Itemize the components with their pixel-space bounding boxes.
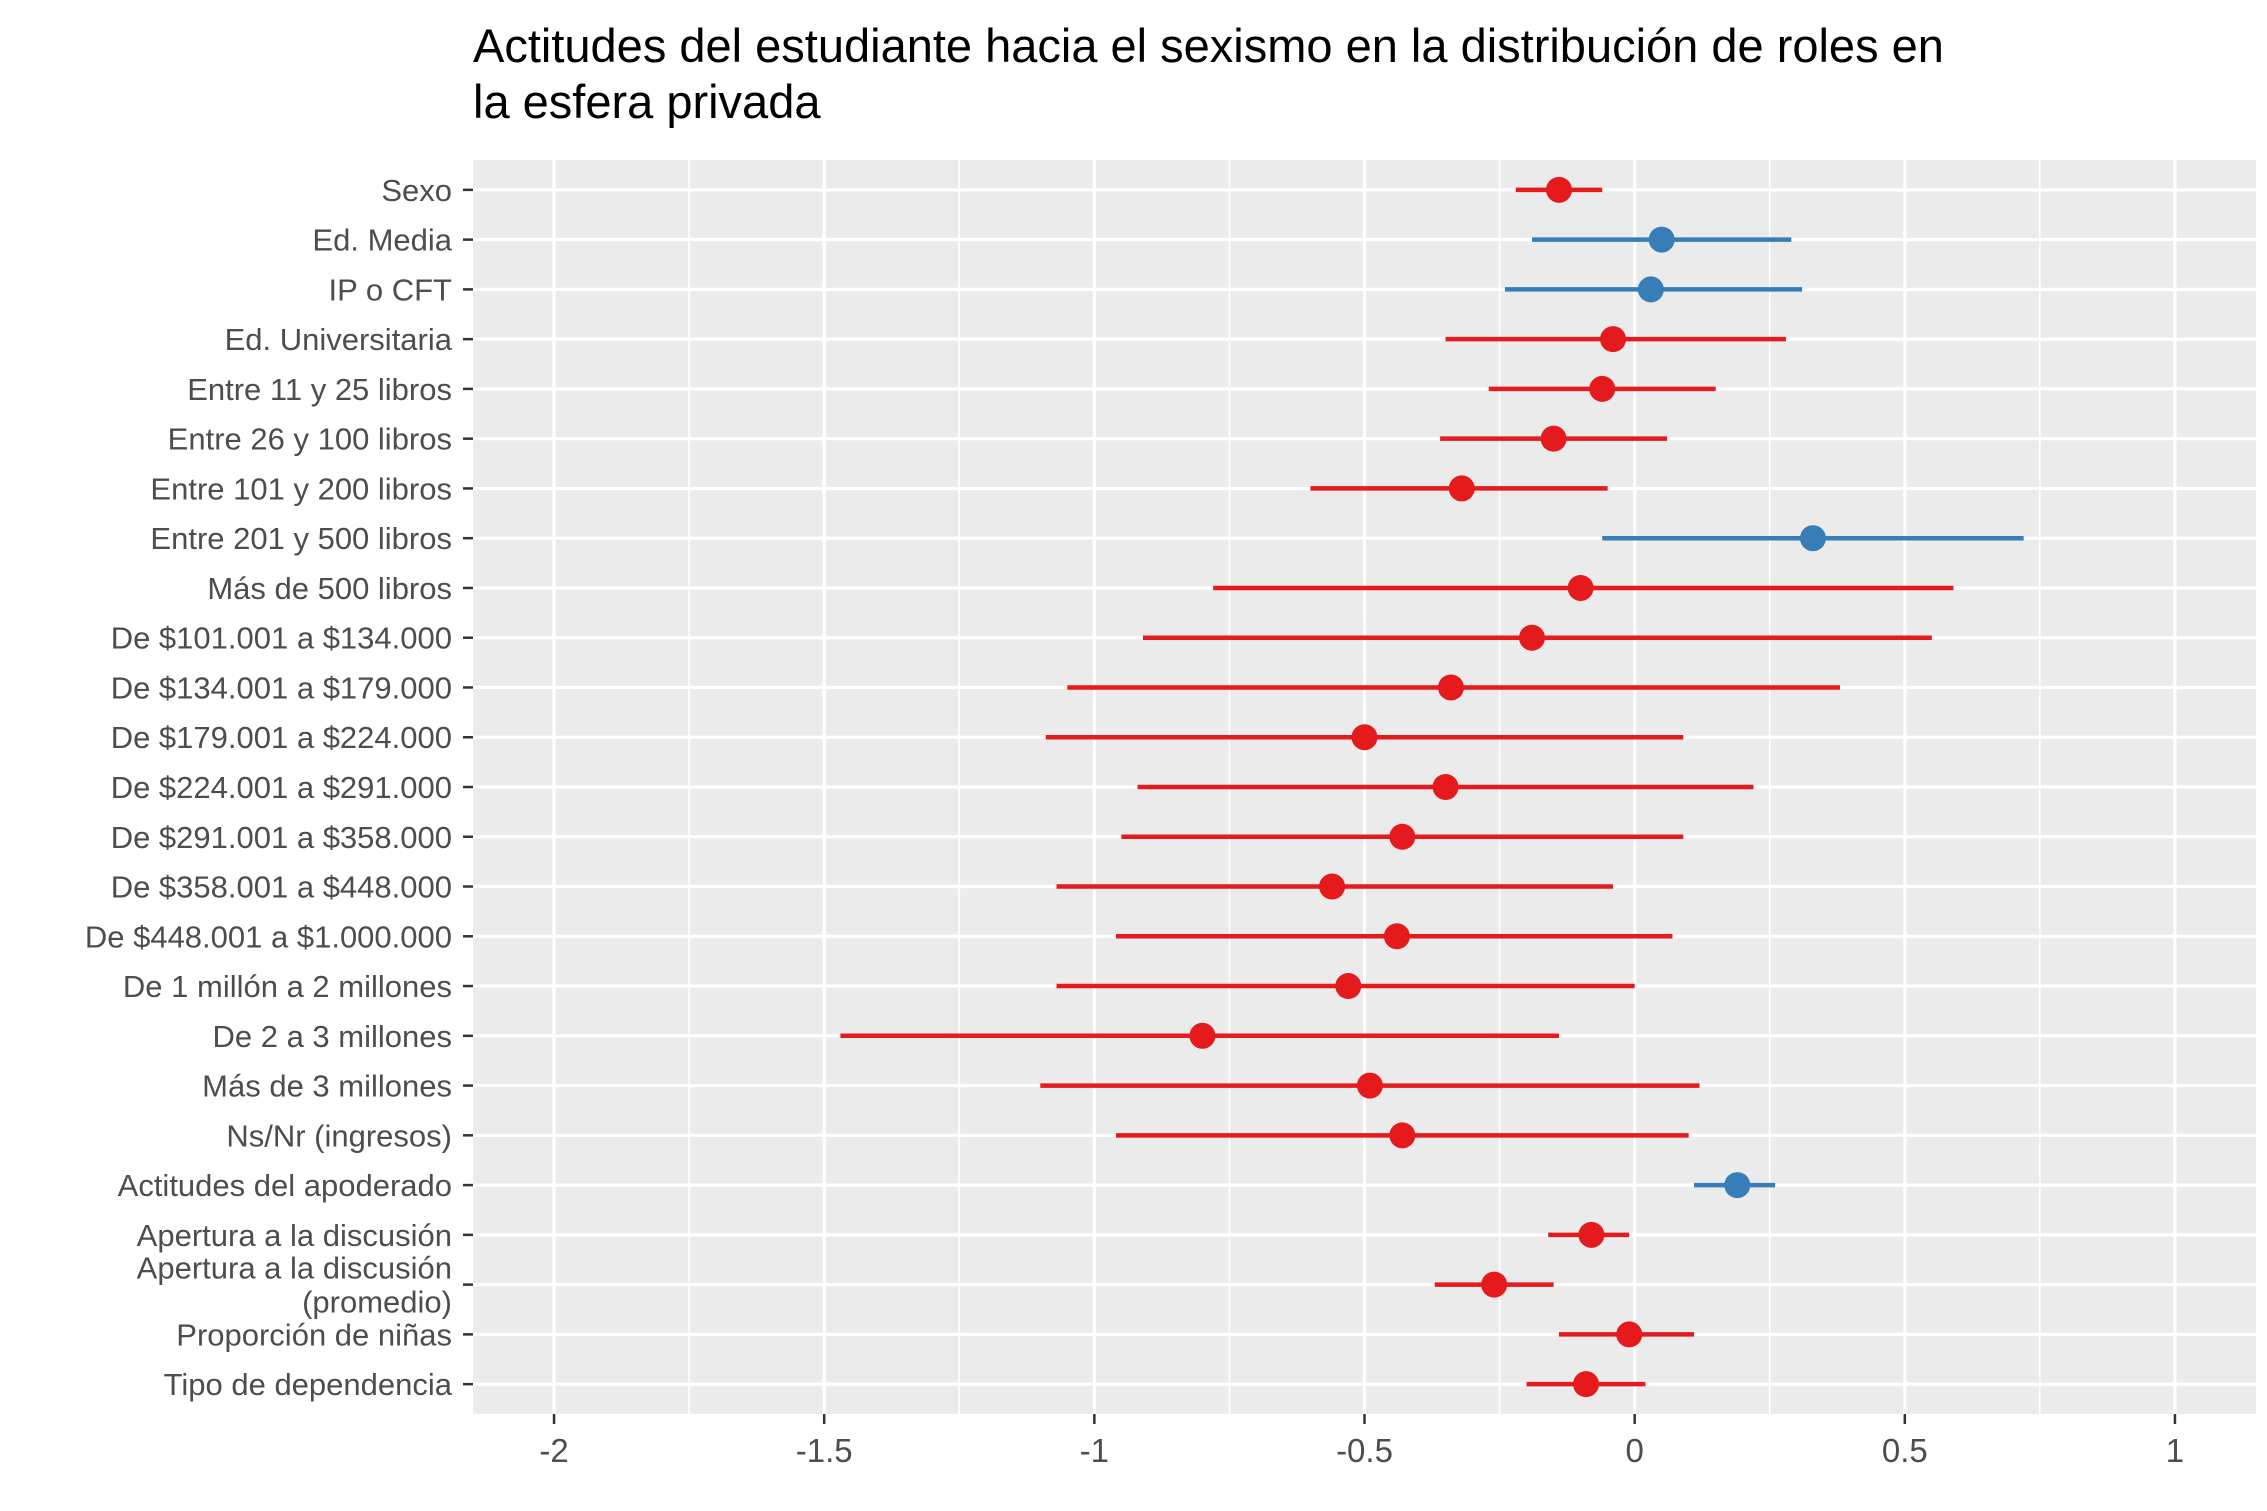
y-tick-label: De $101.001 a $134.000 — [111, 621, 452, 656]
y-tick-label: IP o CFT — [329, 272, 453, 307]
y-axis: Sexo Ed. Media IP o CFT Ed. Universitaria En… — [85, 173, 473, 1402]
y-tick-label: Apertura a la discusión — [137, 1218, 452, 1253]
y-tick-label: De $224.001 a $291.000 — [111, 770, 452, 805]
x-tick-label: 0.5 — [1882, 1432, 1928, 1469]
y-tick-label: Proporción de niñas — [176, 1317, 452, 1352]
estimate-point — [1799, 525, 1826, 552]
y-tick-label: De $291.001 a $358.000 — [111, 820, 452, 855]
estimate-point — [1389, 823, 1416, 850]
y-tick-label: De $134.001 a $179.000 — [111, 670, 452, 705]
x-tick-label: 0 — [1625, 1432, 1643, 1469]
estimate-point — [1518, 624, 1545, 651]
y-tick-label: Entre 11 y 25 libros — [187, 372, 452, 407]
estimate-point — [1432, 774, 1459, 800]
estimate-point — [1540, 425, 1567, 452]
estimate-point — [1573, 1371, 1600, 1398]
x-tick-label: -0.5 — [1336, 1432, 1393, 1469]
y-tick-label: Ed. Media — [312, 223, 452, 258]
y-tick-label: Ns/Nr (ingresos) — [226, 1118, 452, 1153]
y-tick-label: Más de 3 millones — [202, 1069, 452, 1104]
y-tick-label: De 1 millón a 2 millones — [123, 969, 452, 1004]
y-tick-label: De 2 a 3 millones — [212, 1019, 452, 1054]
estimate-point — [1356, 1072, 1383, 1099]
estimate-point — [1648, 226, 1675, 253]
x-tick-label: -1.5 — [796, 1432, 853, 1469]
data-marks — [840, 176, 2024, 1398]
y-tick-label: De $179.001 a $224.000 — [111, 720, 452, 755]
estimate-point — [1448, 475, 1475, 502]
y-tick-label: De $448.001 a $1.000.000 — [85, 919, 452, 954]
x-tick-label: 1 — [2166, 1432, 2184, 1469]
estimate-point — [1481, 1271, 1508, 1298]
y-tick-label: Entre 101 y 200 libros — [150, 471, 452, 506]
estimate-point — [1546, 176, 1573, 203]
estimate-point — [1616, 1321, 1643, 1348]
y-tick-label: (promedio) — [302, 1285, 452, 1320]
y-tick-label: Apertura a la discusión — [137, 1251, 452, 1286]
x-tick-label: -2 — [539, 1432, 568, 1469]
estimate-point — [1578, 1221, 1605, 1248]
x-tick-label: -1 — [1080, 1432, 1109, 1469]
y-tick-label: De $358.001 a $448.000 — [111, 870, 452, 905]
y-tick-label: Ed. Universitaria — [225, 322, 453, 357]
estimate-point — [1335, 973, 1362, 1000]
estimate-point — [1389, 1122, 1416, 1149]
y-tick-label: Actitudes del apoderado — [118, 1168, 452, 1203]
estimate-point — [1437, 674, 1464, 701]
y-tick-label: Entre 26 y 100 libros — [168, 422, 452, 457]
y-tick-label: Más de 500 libros — [207, 571, 452, 606]
y-tick-label: Entre 201 y 500 libros — [150, 521, 452, 556]
x-axis: -2 -1.5 -1 -0.5 0 0.5 1 — [539, 1414, 2184, 1469]
estimate-point — [1319, 873, 1346, 900]
estimate-point — [1351, 724, 1378, 751]
chart-title-line: la esfera privada — [473, 75, 821, 128]
estimate-point — [1637, 276, 1664, 303]
chart-title: Actitudes del estudiante hacia el sexism… — [473, 19, 1944, 128]
estimate-point — [1589, 375, 1616, 402]
estimate-point — [1383, 923, 1410, 950]
estimate-point — [1567, 574, 1594, 601]
estimate-point — [1189, 1022, 1216, 1049]
chart-title-line: Actitudes del estudiante hacia el sexism… — [473, 19, 1944, 72]
estimate-point — [1724, 1172, 1751, 1199]
estimate-point — [1600, 326, 1627, 353]
y-tick-label: Tipo de dependencia — [164, 1367, 453, 1402]
y-tick-label: Sexo — [381, 173, 452, 208]
